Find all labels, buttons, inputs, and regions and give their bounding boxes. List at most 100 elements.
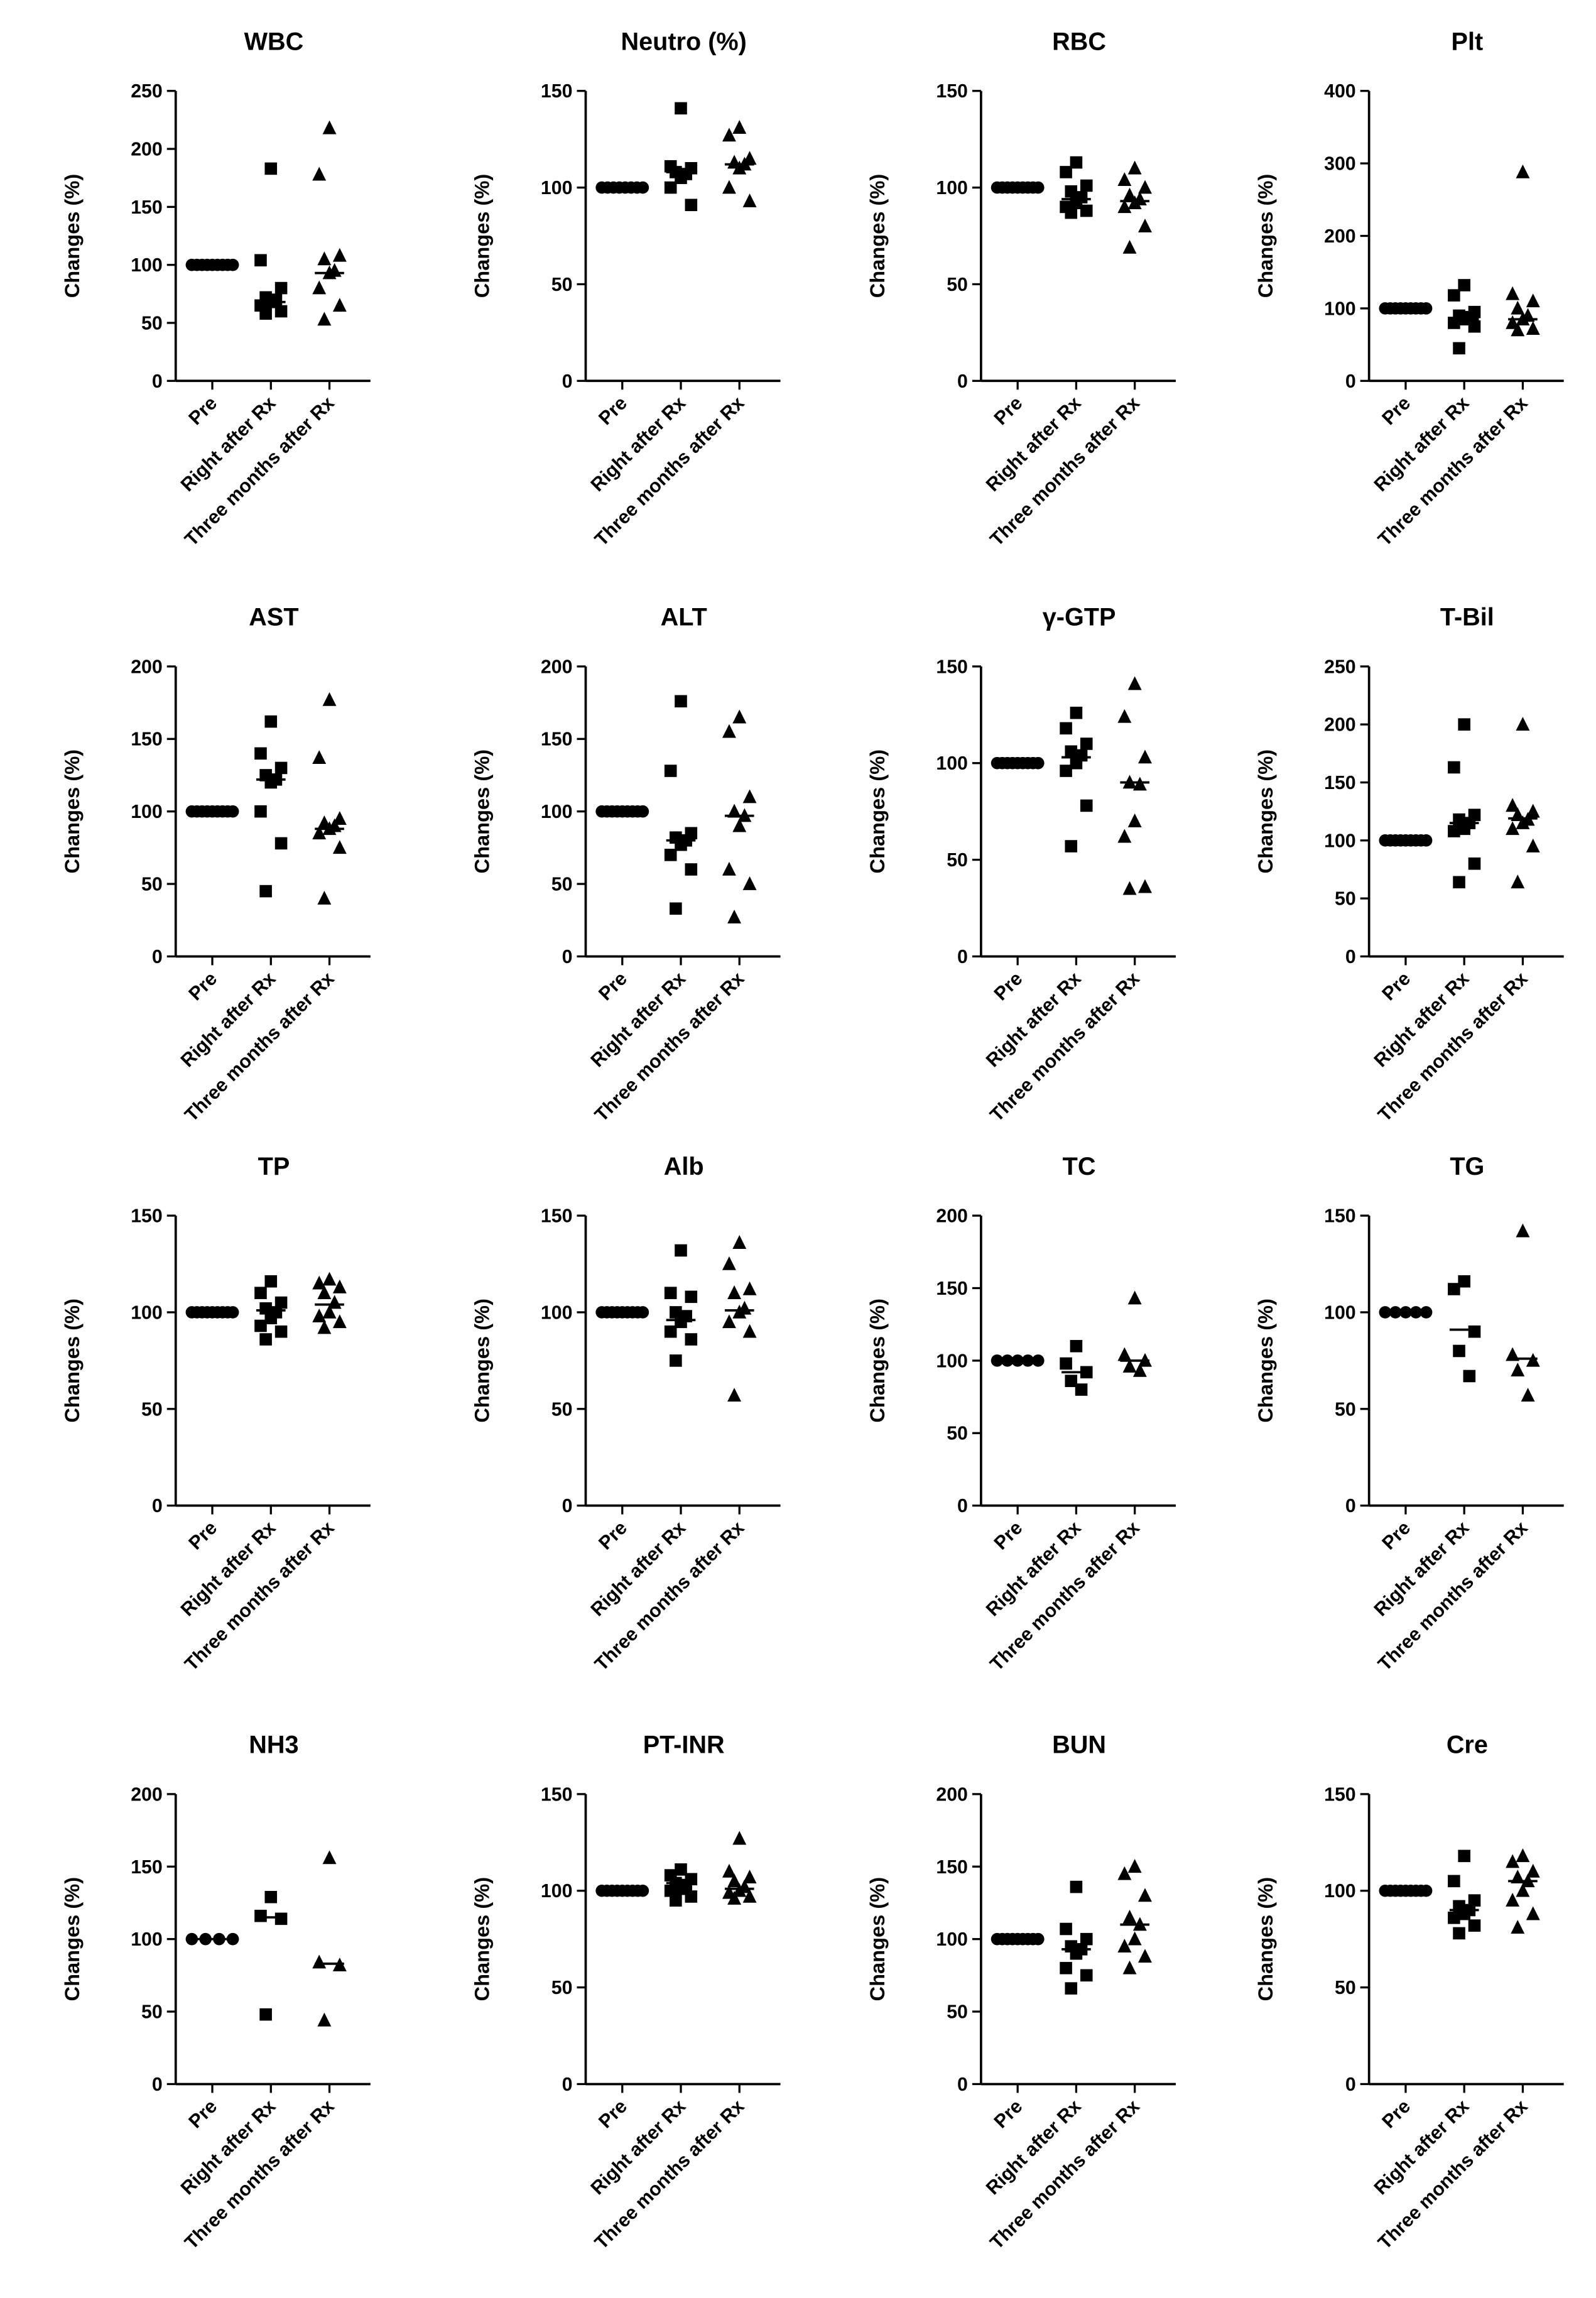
point bbox=[732, 818, 747, 832]
point bbox=[254, 1319, 267, 1332]
point bbox=[1379, 1306, 1392, 1319]
point bbox=[1065, 745, 1078, 758]
point bbox=[1448, 1912, 1460, 1924]
point bbox=[675, 1882, 687, 1895]
point bbox=[732, 709, 747, 724]
point bbox=[259, 885, 272, 898]
chart-title: BUN bbox=[1052, 1731, 1106, 1759]
point bbox=[254, 747, 267, 760]
x-tick-label: Pre bbox=[1378, 968, 1414, 1005]
point bbox=[685, 1333, 698, 1346]
y-tick-label: 50 bbox=[141, 2002, 163, 2023]
chart-title: TC bbox=[1063, 1153, 1096, 1180]
y-axis-label: Changes (%) bbox=[60, 1877, 84, 2001]
point bbox=[1526, 1906, 1540, 1920]
y-tick-label: 300 bbox=[1324, 154, 1356, 175]
point bbox=[1458, 718, 1470, 731]
point bbox=[1127, 1290, 1142, 1305]
point bbox=[722, 1863, 736, 1878]
chart-title: WBC bbox=[244, 28, 304, 55]
point bbox=[664, 849, 677, 861]
y-tick-label: 150 bbox=[541, 81, 573, 102]
point bbox=[1127, 195, 1142, 209]
y-tick-label: 50 bbox=[551, 1978, 573, 1998]
point bbox=[1526, 838, 1540, 852]
y-tick-label: 150 bbox=[131, 1206, 163, 1227]
point bbox=[1468, 1919, 1481, 1932]
point bbox=[727, 1285, 742, 1299]
x-tick-label: Pre bbox=[1378, 393, 1414, 429]
point bbox=[312, 750, 327, 765]
point bbox=[317, 1320, 332, 1334]
y-tick-label: 100 bbox=[936, 178, 968, 199]
point bbox=[317, 251, 332, 266]
point bbox=[732, 1304, 747, 1319]
point bbox=[1506, 821, 1520, 836]
point bbox=[317, 891, 332, 905]
point bbox=[274, 837, 288, 850]
point bbox=[675, 102, 687, 115]
y-tick-label: 200 bbox=[936, 1206, 968, 1227]
point bbox=[1065, 1982, 1078, 1995]
point bbox=[226, 1932, 239, 1946]
y-tick-label: 50 bbox=[141, 313, 163, 334]
y-tick-label: 0 bbox=[1345, 371, 1356, 392]
point bbox=[1065, 185, 1078, 198]
x-tick-label: Pre bbox=[1378, 2096, 1414, 2132]
point bbox=[274, 1325, 288, 1338]
point bbox=[1127, 1859, 1142, 1873]
point bbox=[332, 840, 347, 854]
point bbox=[1138, 1949, 1152, 1963]
point bbox=[264, 776, 278, 789]
chart-title: Plt bbox=[1452, 28, 1484, 55]
y-tick-label: 200 bbox=[131, 139, 163, 160]
point bbox=[742, 789, 757, 803]
y-axis-label: Changes (%) bbox=[470, 174, 494, 298]
point bbox=[1060, 1922, 1072, 1936]
point bbox=[675, 838, 687, 851]
point bbox=[1511, 874, 1525, 889]
y-tick-label: 0 bbox=[957, 371, 968, 392]
point bbox=[1420, 1306, 1433, 1319]
y-tick-label: 250 bbox=[1324, 656, 1356, 677]
y-tick-label: 100 bbox=[541, 1302, 573, 1323]
y-tick-label: 0 bbox=[957, 947, 968, 967]
point bbox=[1070, 1339, 1083, 1353]
point bbox=[322, 1850, 337, 1865]
y-tick-label: 200 bbox=[1324, 715, 1356, 736]
y-tick-label: 0 bbox=[152, 2074, 163, 2095]
point bbox=[1526, 803, 1540, 818]
point bbox=[1065, 1375, 1078, 1387]
point bbox=[670, 1894, 682, 1907]
point bbox=[670, 1354, 682, 1367]
point bbox=[636, 805, 649, 818]
point bbox=[722, 724, 736, 738]
point bbox=[1122, 1358, 1137, 1373]
x-tick-label: Pre bbox=[185, 968, 221, 1005]
point bbox=[727, 1388, 742, 1402]
chart-title: T-Bil bbox=[1440, 604, 1494, 631]
point bbox=[1458, 1275, 1470, 1288]
point bbox=[312, 166, 327, 181]
chart-title: RBC bbox=[1052, 28, 1106, 55]
point bbox=[1458, 1849, 1470, 1863]
point bbox=[1127, 1931, 1142, 1946]
point bbox=[264, 162, 278, 175]
y-tick-label: 400 bbox=[1324, 81, 1356, 102]
point bbox=[1420, 1884, 1433, 1897]
y-tick-label: 100 bbox=[1324, 1881, 1356, 1902]
y-tick-label: 150 bbox=[936, 656, 968, 677]
x-tick-label: Pre bbox=[991, 2096, 1027, 2132]
point bbox=[1506, 1893, 1520, 1907]
point bbox=[1516, 1883, 1530, 1897]
point bbox=[1060, 166, 1072, 178]
point bbox=[1060, 765, 1072, 777]
